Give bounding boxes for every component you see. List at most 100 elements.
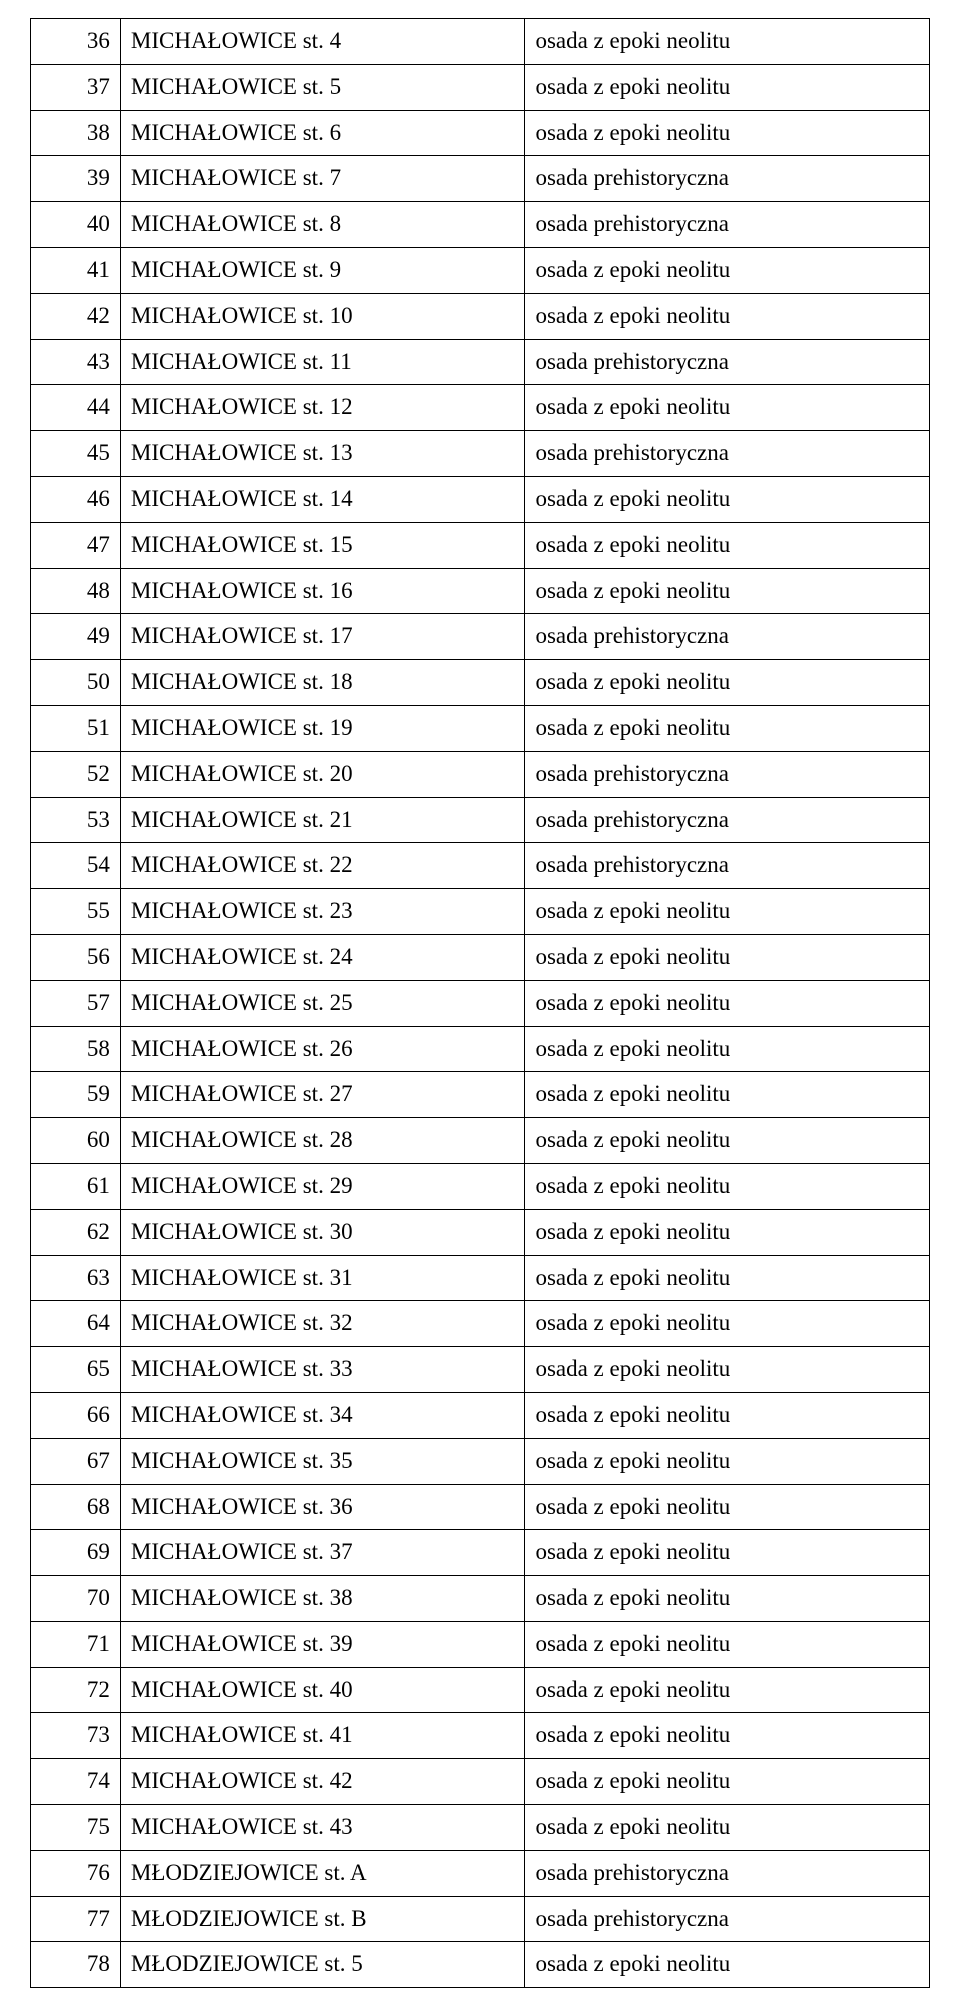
site-name: MICHAŁOWICE st. 41 bbox=[120, 1713, 525, 1759]
row-number: 42 bbox=[31, 293, 121, 339]
row-number: 60 bbox=[31, 1118, 121, 1164]
site-description: osada z epoki neolitu bbox=[525, 568, 930, 614]
row-number: 52 bbox=[31, 751, 121, 797]
row-number: 39 bbox=[31, 156, 121, 202]
sites-table: 36MICHAŁOWICE st. 4osada z epoki neolitu… bbox=[30, 18, 930, 1988]
site-description: osada z epoki neolitu bbox=[525, 110, 930, 156]
site-name: MICHAŁOWICE st. 20 bbox=[120, 751, 525, 797]
table-row: 74MICHAŁOWICE st. 42osada z epoki neolit… bbox=[31, 1759, 930, 1805]
table-row: 56MICHAŁOWICE st. 24osada z epoki neolit… bbox=[31, 934, 930, 980]
site-description: osada z epoki neolitu bbox=[525, 1392, 930, 1438]
table-row: 77MŁODZIEJOWICE st. Bosada prehistoryczn… bbox=[31, 1896, 930, 1942]
site-name: MŁODZIEJOWICE st. 5 bbox=[120, 1942, 525, 1988]
row-number: 55 bbox=[31, 889, 121, 935]
table-row: 51MICHAŁOWICE st. 19osada z epoki neolit… bbox=[31, 705, 930, 751]
row-number: 63 bbox=[31, 1255, 121, 1301]
site-name: MICHAŁOWICE st. 39 bbox=[120, 1621, 525, 1667]
row-number: 71 bbox=[31, 1621, 121, 1667]
table-row: 41MICHAŁOWICE st. 9osada z epoki neolitu bbox=[31, 247, 930, 293]
site-name: MICHAŁOWICE st. 28 bbox=[120, 1118, 525, 1164]
table-row: 43MICHAŁOWICE st. 11osada prehistoryczna bbox=[31, 339, 930, 385]
site-description: osada z epoki neolitu bbox=[525, 1118, 930, 1164]
site-description: osada z epoki neolitu bbox=[525, 1484, 930, 1530]
row-number: 46 bbox=[31, 476, 121, 522]
site-name: MICHAŁOWICE st. 38 bbox=[120, 1576, 525, 1622]
site-description: osada z epoki neolitu bbox=[525, 1072, 930, 1118]
row-number: 53 bbox=[31, 797, 121, 843]
site-description: osada z epoki neolitu bbox=[525, 293, 930, 339]
table-row: 38MICHAŁOWICE st. 6osada z epoki neolitu bbox=[31, 110, 930, 156]
site-description: osada z epoki neolitu bbox=[525, 385, 930, 431]
table-row: 55MICHAŁOWICE st. 23osada z epoki neolit… bbox=[31, 889, 930, 935]
table-row: 44MICHAŁOWICE st. 12osada z epoki neolit… bbox=[31, 385, 930, 431]
site-description: osada z epoki neolitu bbox=[525, 705, 930, 751]
row-number: 36 bbox=[31, 19, 121, 65]
row-number: 65 bbox=[31, 1347, 121, 1393]
site-description: osada z epoki neolitu bbox=[525, 19, 930, 65]
table-row: 40MICHAŁOWICE st. 8osada prehistoryczna bbox=[31, 202, 930, 248]
row-number: 38 bbox=[31, 110, 121, 156]
table-row: 64MICHAŁOWICE st. 32osada z epoki neolit… bbox=[31, 1301, 930, 1347]
site-name: MICHAŁOWICE st. 33 bbox=[120, 1347, 525, 1393]
table-row: 60MICHAŁOWICE st. 28osada z epoki neolit… bbox=[31, 1118, 930, 1164]
site-description: osada prehistoryczna bbox=[525, 614, 930, 660]
site-description: osada z epoki neolitu bbox=[525, 1942, 930, 1988]
site-name: MICHAŁOWICE st. 43 bbox=[120, 1805, 525, 1851]
site-name: MICHAŁOWICE st. 42 bbox=[120, 1759, 525, 1805]
table-row: 36MICHAŁOWICE st. 4osada z epoki neolitu bbox=[31, 19, 930, 65]
site-name: MICHAŁOWICE st. 29 bbox=[120, 1163, 525, 1209]
site-description: osada z epoki neolitu bbox=[525, 1163, 930, 1209]
site-description: osada prehistoryczna bbox=[525, 797, 930, 843]
row-number: 37 bbox=[31, 64, 121, 110]
site-name: MICHAŁOWICE st. 32 bbox=[120, 1301, 525, 1347]
row-number: 59 bbox=[31, 1072, 121, 1118]
table-row: 75MICHAŁOWICE st. 43osada z epoki neolit… bbox=[31, 1805, 930, 1851]
row-number: 70 bbox=[31, 1576, 121, 1622]
site-description: osada z epoki neolitu bbox=[525, 1255, 930, 1301]
row-number: 77 bbox=[31, 1896, 121, 1942]
site-description: osada prehistoryczna bbox=[525, 431, 930, 477]
site-name: MICHAŁOWICE st. 22 bbox=[120, 843, 525, 889]
row-number: 76 bbox=[31, 1850, 121, 1896]
table-row: 53MICHAŁOWICE st. 21osada prehistoryczna bbox=[31, 797, 930, 843]
site-name: MICHAŁOWICE st. 12 bbox=[120, 385, 525, 431]
table-row: 73MICHAŁOWICE st. 41osada z epoki neolit… bbox=[31, 1713, 930, 1759]
site-name: MICHAŁOWICE st. 5 bbox=[120, 64, 525, 110]
site-description: osada z epoki neolitu bbox=[525, 889, 930, 935]
table-row: 57MICHAŁOWICE st. 25osada z epoki neolit… bbox=[31, 980, 930, 1026]
site-description: osada z epoki neolitu bbox=[525, 934, 930, 980]
site-name: MŁODZIEJOWICE st. B bbox=[120, 1896, 525, 1942]
site-name: MICHAŁOWICE st. 14 bbox=[120, 476, 525, 522]
site-description: osada z epoki neolitu bbox=[525, 1438, 930, 1484]
row-number: 73 bbox=[31, 1713, 121, 1759]
site-description: osada z epoki neolitu bbox=[525, 1759, 930, 1805]
site-name: MICHAŁOWICE st. 30 bbox=[120, 1209, 525, 1255]
row-number: 57 bbox=[31, 980, 121, 1026]
table-row: 63MICHAŁOWICE st. 31osada z epoki neolit… bbox=[31, 1255, 930, 1301]
table-row: 70MICHAŁOWICE st. 38osada z epoki neolit… bbox=[31, 1576, 930, 1622]
site-description: osada z epoki neolitu bbox=[525, 1026, 930, 1072]
row-number: 41 bbox=[31, 247, 121, 293]
row-number: 64 bbox=[31, 1301, 121, 1347]
site-name: MICHAŁOWICE st. 26 bbox=[120, 1026, 525, 1072]
row-number: 45 bbox=[31, 431, 121, 477]
table-row: 69MICHAŁOWICE st. 37osada z epoki neolit… bbox=[31, 1530, 930, 1576]
table-row: 52MICHAŁOWICE st. 20osada prehistoryczna bbox=[31, 751, 930, 797]
site-name: MICHAŁOWICE st. 34 bbox=[120, 1392, 525, 1438]
site-name: MICHAŁOWICE st. 11 bbox=[120, 339, 525, 385]
row-number: 47 bbox=[31, 522, 121, 568]
site-description: osada prehistoryczna bbox=[525, 843, 930, 889]
table-row: 47MICHAŁOWICE st. 15osada z epoki neolit… bbox=[31, 522, 930, 568]
site-description: osada z epoki neolitu bbox=[525, 64, 930, 110]
site-name: MICHAŁOWICE st. 17 bbox=[120, 614, 525, 660]
site-name: MICHAŁOWICE st. 13 bbox=[120, 431, 525, 477]
site-name: MŁODZIEJOWICE st. A bbox=[120, 1850, 525, 1896]
row-number: 56 bbox=[31, 934, 121, 980]
site-description: osada z epoki neolitu bbox=[525, 1576, 930, 1622]
site-description: osada z epoki neolitu bbox=[525, 980, 930, 1026]
site-name: MICHAŁOWICE st. 9 bbox=[120, 247, 525, 293]
site-name: MICHAŁOWICE st. 18 bbox=[120, 660, 525, 706]
table-row: 62MICHAŁOWICE st. 30osada z epoki neolit… bbox=[31, 1209, 930, 1255]
site-name: MICHAŁOWICE st. 24 bbox=[120, 934, 525, 980]
table-row: 65MICHAŁOWICE st. 33osada z epoki neolit… bbox=[31, 1347, 930, 1393]
